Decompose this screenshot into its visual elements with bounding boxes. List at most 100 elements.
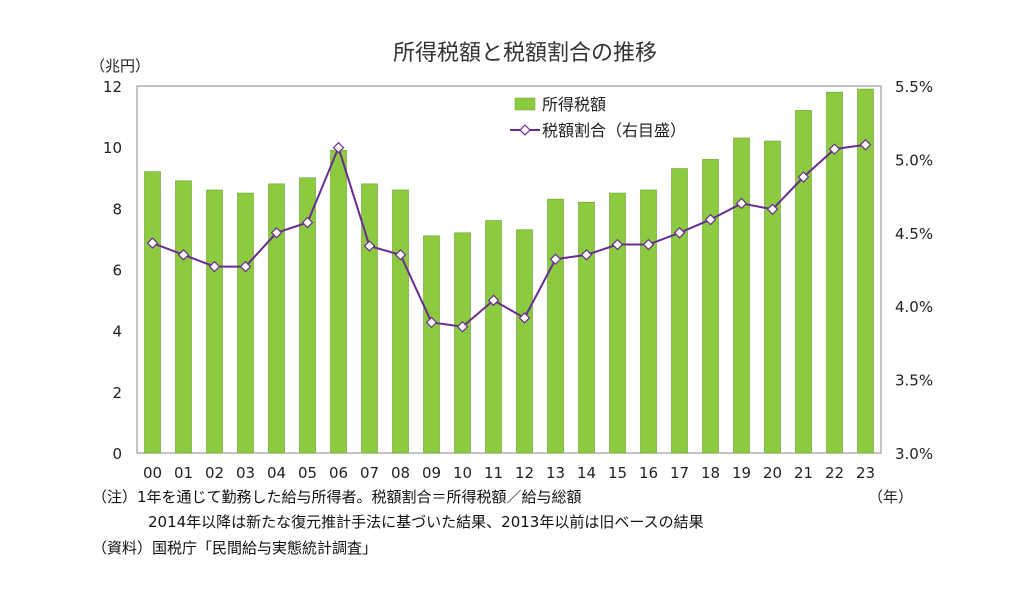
line-point (146, 237, 159, 249)
x-tick-label: 10 (453, 464, 472, 482)
y-left-unit-label: （兆円） (90, 57, 150, 75)
bar (485, 220, 502, 454)
line-point (239, 260, 252, 273)
line-point (456, 320, 469, 333)
bar (640, 189, 657, 454)
y-left-tick-label: 8 (112, 200, 122, 218)
y-left-tick-label: 10 (103, 139, 122, 157)
line-point (828, 143, 841, 155)
line-point (208, 260, 221, 273)
bar (237, 192, 254, 454)
bar (733, 137, 750, 454)
x-tick-label: 11 (484, 464, 503, 482)
line-point (580, 249, 593, 261)
line-point (177, 249, 190, 261)
bar (361, 183, 378, 454)
legend-line-label: 税額割合（右目盛） (542, 121, 686, 140)
bar (206, 189, 223, 454)
line-point (704, 213, 717, 226)
series-line (152, 143, 866, 328)
line-point (859, 138, 872, 151)
bar (795, 110, 812, 454)
legend: 所得税額 税額割合（右目盛） (510, 95, 686, 140)
line-point (301, 216, 314, 229)
y-right-tick-label: 5.5% (895, 78, 933, 96)
x-tick-label: 17 (670, 464, 689, 482)
bar (268, 183, 285, 454)
legend-bar-label: 所得税額 (542, 95, 606, 114)
footnote-line-1: （注）1年を通じて勤務した給与所得者。税額割合＝所得税額／給与総額 (92, 488, 582, 506)
bar (826, 91, 843, 454)
y-right-tick-label: 3.0% (895, 445, 933, 463)
x-unit-label: （年） (868, 488, 913, 506)
legend-line-marker (519, 124, 531, 136)
line-point (611, 238, 624, 251)
x-tick-label: 04 (267, 464, 286, 482)
bar (423, 235, 440, 454)
y-left-tick-labels: 0 2 4 6 8 10 12 (103, 78, 122, 463)
x-tick-label: 03 (236, 464, 255, 482)
bar-series (144, 88, 874, 454)
x-tick-label: 13 (546, 464, 565, 482)
x-tick-labels: 00 01 02 03 04 05 06 07 08 09 10 11 12 13 14 15 16 17 18 19… (143, 464, 875, 482)
x-tick-label: 19 (732, 464, 751, 482)
line-point (797, 171, 810, 183)
y-right-tick-label: 4.0% (895, 298, 933, 316)
bar (299, 177, 316, 454)
x-tick-label: 09 (422, 464, 441, 482)
chart-title: 所得税額と税額割合の推移 (393, 41, 657, 66)
x-tick-label: 21 (794, 464, 813, 482)
x-tick-label: 16 (639, 464, 658, 482)
y-left-tick-label: 2 (112, 384, 122, 402)
bar (454, 232, 471, 454)
x-tick-label: 05 (298, 464, 317, 482)
bar (330, 149, 347, 454)
y-right-tick-label: 3.5% (895, 372, 933, 390)
bar (547, 198, 564, 454)
x-tick-label: 02 (205, 464, 224, 482)
y-left-tick-label: 12 (103, 78, 122, 96)
line-point (766, 203, 779, 216)
line-point (487, 294, 500, 307)
x-tick-label: 08 (391, 464, 410, 482)
bar (609, 192, 626, 454)
bar (516, 229, 533, 454)
line-series (146, 138, 872, 333)
bar (702, 159, 719, 454)
x-tick-label: 14 (577, 464, 596, 482)
line-point (332, 141, 345, 154)
line-point (270, 227, 283, 239)
bar (578, 201, 595, 454)
x-tick-label: 12 (515, 464, 534, 482)
y-left-tick-label: 6 (112, 262, 122, 280)
line-point (549, 253, 562, 266)
y-left-tick-label: 0 (112, 445, 122, 463)
bar (144, 171, 161, 454)
line-point (673, 227, 686, 239)
x-tick-label: 07 (360, 464, 379, 482)
line-point (425, 316, 438, 329)
x-tick-label: 01 (174, 464, 193, 482)
bar (175, 180, 192, 454)
x-tick-label: 15 (608, 464, 627, 482)
legend-bar-swatch (514, 97, 536, 111)
bar (671, 168, 688, 454)
plot-area (136, 85, 882, 454)
footnote-line-2: 2014年以降は新たな復元推計手法に基づいた結果、2013年以前は旧ベースの結果 (148, 513, 704, 531)
line-point (735, 197, 748, 210)
source-note: （資料）国税庁「民間給与実態統計調査」 (92, 539, 378, 557)
y-right-tick-label: 4.5% (895, 225, 933, 243)
bar (857, 88, 874, 454)
line-point (642, 238, 655, 251)
bar (392, 189, 409, 454)
x-tick-label: 20 (763, 464, 782, 482)
x-tick-label: 23 (856, 464, 875, 482)
bar (764, 140, 781, 454)
x-tick-label: 06 (329, 464, 348, 482)
y-right-tick-label: 5.0% (895, 151, 933, 169)
x-tick-label: 22 (825, 464, 844, 482)
y-left-tick-label: 4 (112, 323, 122, 341)
x-tick-label: 18 (701, 464, 720, 482)
x-tick-label: 00 (143, 464, 162, 482)
